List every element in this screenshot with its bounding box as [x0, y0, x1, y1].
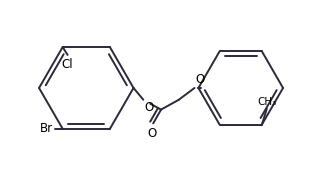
Text: Br: Br [40, 122, 53, 135]
Text: O: O [195, 73, 205, 86]
Text: CH₃: CH₃ [257, 97, 276, 107]
Text: Cl: Cl [62, 58, 73, 71]
Text: O: O [148, 127, 157, 140]
Text: O: O [144, 101, 154, 114]
